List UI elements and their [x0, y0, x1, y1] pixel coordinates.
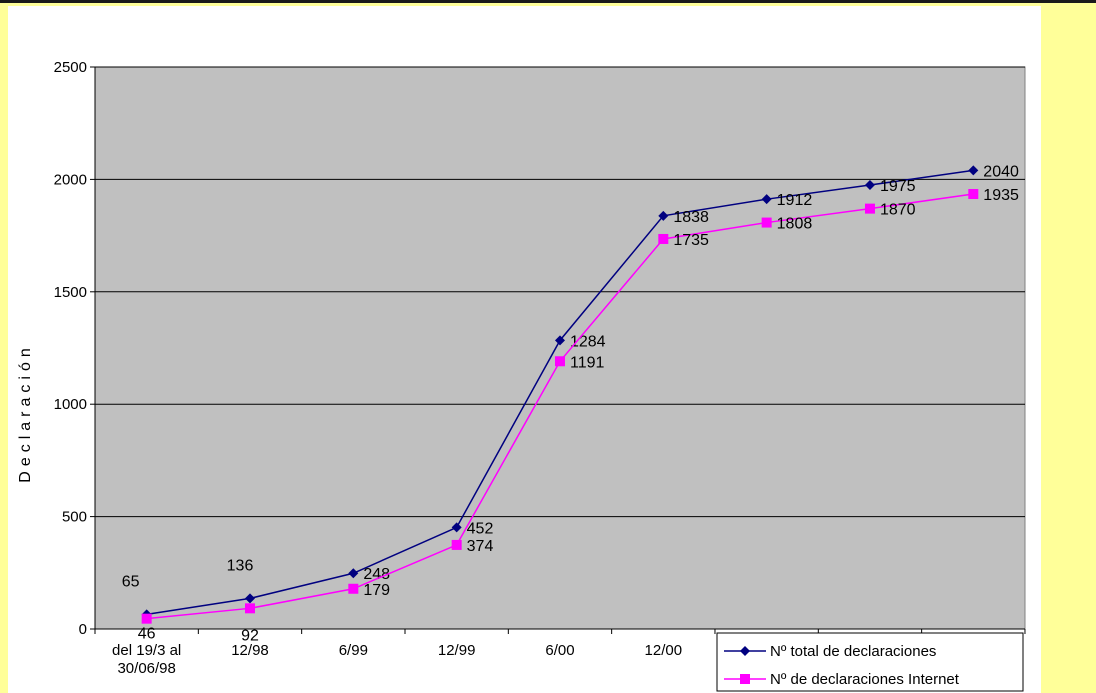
x-tick-label: 12/99 [438, 642, 476, 659]
data-label: 179 [363, 582, 390, 599]
data-label: 2040 [983, 163, 1019, 180]
data-point [244, 593, 255, 604]
y-tick-label: 1000 [54, 396, 87, 413]
data-point [658, 233, 669, 244]
data-label: 65 [122, 573, 140, 590]
data-label: 248 [363, 566, 390, 583]
data-label: 92 [241, 627, 259, 644]
data-label: 1935 [983, 187, 1019, 204]
legend-marker-total [740, 646, 750, 656]
data-label: 136 [227, 557, 254, 574]
x-tick-label: del 19/3 al 30/06/98 [112, 642, 181, 677]
data-point [554, 335, 565, 346]
legend-label-internet: Nº de declaraciones Internet [770, 671, 960, 688]
y-tick-label: 2000 [54, 171, 87, 188]
data-point [348, 583, 359, 594]
y-axis-label: Declaración [17, 343, 34, 482]
data-point [968, 189, 979, 200]
y-tick-label: 0 [79, 621, 87, 638]
series-1: 46 92 179 374 1191 1735 1808 1870 1935 [138, 187, 1019, 644]
data-point [348, 568, 359, 579]
data-point [451, 522, 462, 533]
y-tick-label: 500 [62, 509, 87, 526]
data-point [968, 165, 979, 176]
x-tick-label: 6/00 [545, 642, 574, 659]
data-label: 374 [467, 538, 494, 555]
gridlines [95, 66, 1025, 518]
y-tick-label: 2500 [54, 59, 87, 76]
legend-box [716, 632, 1024, 692]
plot-area [94, 66, 1026, 630]
data-label: 1912 [777, 192, 813, 209]
data-label: 1870 [880, 202, 916, 219]
data-label: 46 [138, 626, 156, 643]
data-label: 1284 [570, 333, 606, 350]
data-point [451, 539, 462, 550]
data-label: 1838 [673, 209, 709, 226]
y-tick-label: 1500 [54, 284, 87, 301]
data-point [658, 210, 669, 221]
data-label: 1975 [880, 178, 916, 195]
data-point [864, 180, 875, 191]
x-tick-label: 12/00 [645, 642, 683, 659]
x-tick-label: 6/99 [339, 642, 368, 659]
series-0: 65 136 248 452 1284 1838 1912 1975 2040 [122, 163, 1019, 620]
data-label: 1808 [777, 216, 813, 233]
axes: 0 500 1000 1500 2000 2500 del 19/3 al 30/06/98 1… [54, 59, 1026, 677]
data-label: 452 [467, 520, 494, 537]
data-label: 1191 [570, 354, 605, 371]
line-chart: 0 500 1000 1500 2000 2500 del 19/3 al 30/06/98 1… [8, 6, 1041, 693]
series: 65 136 248 452 1284 1838 1912 1975 2040 46 92 179 37… [122, 163, 1019, 644]
data-point [761, 194, 772, 205]
data-point [141, 613, 152, 624]
data-point [864, 203, 875, 214]
x-tick-label: 12/98 [231, 642, 269, 659]
legend-label-total: Nº total de declaraciones [770, 643, 936, 660]
data-point [244, 603, 255, 614]
legend: Nº total de declaraciones Nº de declarac… [716, 632, 1024, 692]
data-point [554, 356, 565, 367]
data-label: 1735 [673, 232, 709, 249]
legend-marker-internet [740, 674, 750, 684]
data-point [761, 217, 772, 228]
